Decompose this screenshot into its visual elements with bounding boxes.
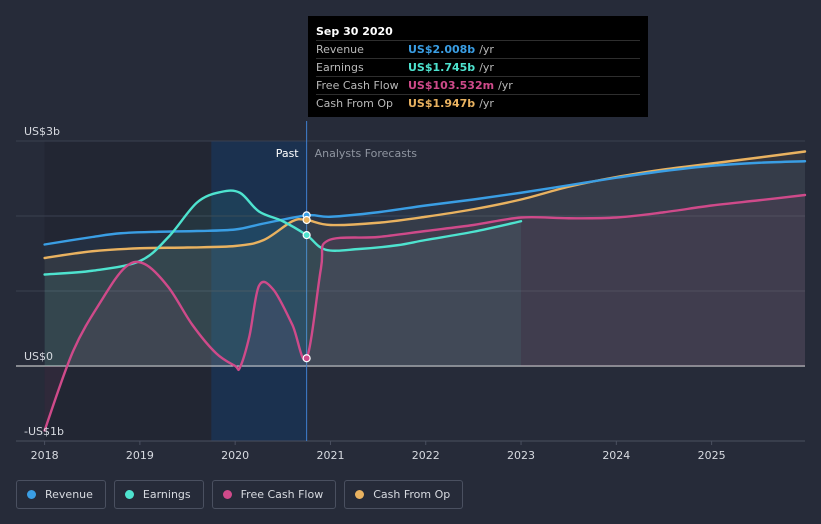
x-tick-label: 2023 <box>507 449 535 462</box>
hover-markers <box>302 211 311 363</box>
tooltip-date: Sep 30 2020 <box>316 25 393 38</box>
x-tick-label: 2022 <box>412 449 440 462</box>
y-tick-label: -US$1b <box>24 425 64 438</box>
tooltip-label: Earnings <box>316 61 364 74</box>
x-tick-label: 2025 <box>698 449 726 462</box>
series-line <box>43 160 807 246</box>
tooltip-unit: /yr <box>498 79 513 92</box>
hover-tooltip: Sep 30 2020 Revenue US$2.008b /yr Earnin… <box>308 16 648 117</box>
tooltip-row-earnings: Earnings US$1.745b /yr <box>316 58 640 76</box>
series-line <box>43 150 807 260</box>
series-fill <box>44 161 805 366</box>
legend-label: Revenue <box>45 488 93 501</box>
legend-dot-icon <box>222 490 232 499</box>
tooltip-unit: /yr <box>479 97 494 110</box>
tooltip-label: Free Cash Flow <box>316 79 399 92</box>
series-line <box>43 193 807 432</box>
tooltip-unit: /yr <box>479 43 494 56</box>
legend-dot-icon <box>124 490 134 499</box>
legend-label: Earnings <box>142 488 191 501</box>
y-tick-label: US$3b <box>24 125 60 138</box>
legend-item-earnings[interactable]: Earnings <box>113 480 204 509</box>
series-lines <box>43 150 807 432</box>
chart-text: US$3b US$0 -US$1b 2018 2019 2020 2021 2022 2023 2… <box>24 125 726 462</box>
tooltip-unit: /yr <box>479 61 494 74</box>
tooltip-value: US$2.008b <box>408 43 476 56</box>
x-tick-label: 2024 <box>602 449 630 462</box>
legend-item-free-cash-flow[interactable]: Free Cash Flow <box>211 480 337 509</box>
forecast-label: Analysts Forecasts <box>315 147 418 160</box>
series-fill <box>44 195 805 431</box>
series-fill <box>44 151 805 366</box>
x-tick-label: 2020 <box>221 449 249 462</box>
hover-point <box>302 215 311 225</box>
tooltip-value: US$1.947b <box>408 97 476 110</box>
series-fill <box>44 190 522 366</box>
tooltip-label: Revenue <box>316 43 364 56</box>
legend-label: Cash From Op <box>373 488 451 501</box>
x-tick-label: 2019 <box>126 449 154 462</box>
legend-item-revenue[interactable]: Revenue <box>16 480 106 509</box>
tooltip-label: Cash From Op <box>316 97 394 110</box>
tooltip-row-free-cash-flow: Free Cash Flow US$103.532m /yr <box>316 76 640 94</box>
series-fills <box>44 151 805 431</box>
hover-point <box>302 231 311 240</box>
x-tick-label: 2018 <box>31 449 59 462</box>
legend-label: Free Cash Flow <box>240 488 324 501</box>
legend-dot-icon <box>355 490 365 499</box>
legend-dot-icon <box>27 490 36 499</box>
tooltip-row-cash-from-op: Cash From Op US$1.947b /yr <box>316 94 640 112</box>
series-line <box>43 189 523 276</box>
tooltip-row-revenue: Revenue US$2.008b /yr <box>316 40 640 58</box>
legend-item-cash-from-op[interactable]: Cash From Op <box>344 480 464 509</box>
tooltip-value: US$103.532m <box>408 79 495 92</box>
chart-grid <box>16 121 805 445</box>
chart-legend: Revenue Earnings Free Cash Flow Cash Fro… <box>16 480 464 509</box>
past-label: Past <box>276 147 300 160</box>
hover-point <box>302 354 311 363</box>
y-tick-label: US$0 <box>24 350 53 363</box>
x-tick-label: 2021 <box>316 449 344 462</box>
tooltip-value: US$1.745b <box>408 61 476 74</box>
